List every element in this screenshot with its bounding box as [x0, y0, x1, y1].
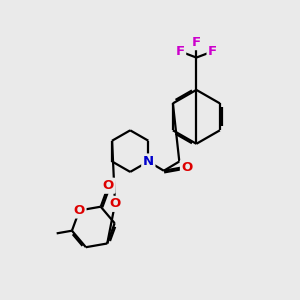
Text: O: O [103, 179, 114, 192]
Text: O: O [110, 197, 121, 210]
Text: O: O [182, 161, 193, 174]
Text: O: O [74, 204, 85, 217]
Text: F: F [176, 45, 185, 58]
Text: F: F [192, 36, 201, 49]
Text: N: N [143, 155, 154, 168]
Text: F: F [208, 45, 217, 58]
